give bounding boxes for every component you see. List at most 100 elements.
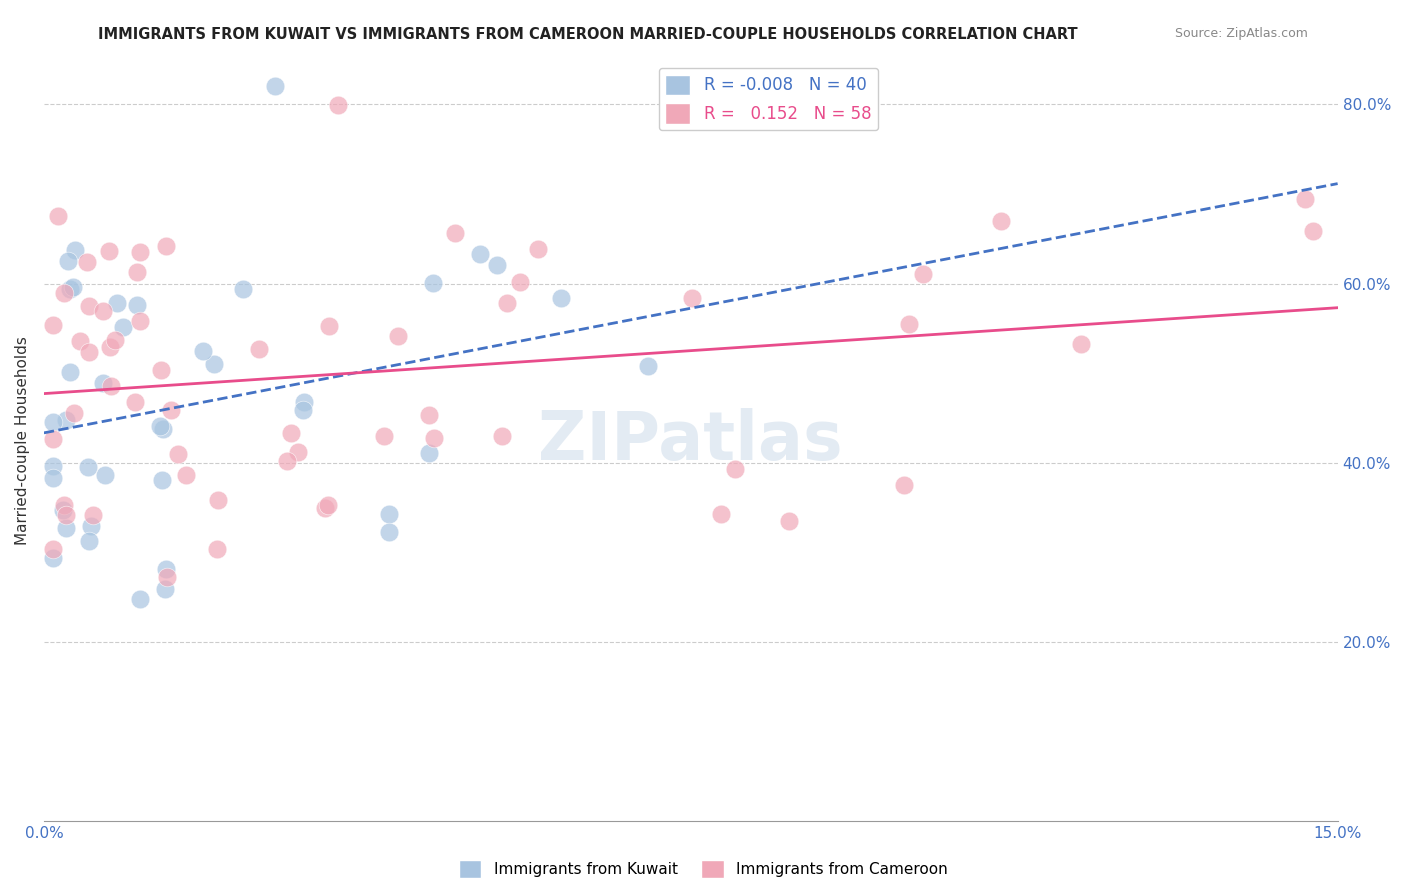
Point (205, 542, 228, 557)
Point (509, 276, 531, 290)
Text: IMMIGRANTS FROM KUWAIT VS IMMIGRANTS FROM CAMEROON MARRIED-COUPLE HOUSEHOLDS COR: IMMIGRANTS FROM KUWAIT VS IMMIGRANTS FRO… (98, 27, 1078, 42)
Point (76, 254, 98, 268)
Point (1302, 224, 1324, 238)
Point (93, 467, 115, 482)
Point (1294, 192, 1316, 206)
Point (387, 328, 409, 343)
Point (156, 570, 179, 584)
Point (318, 318, 340, 333)
Point (77, 299, 100, 313)
Point (316, 498, 339, 512)
Point (41, 541, 63, 556)
Point (422, 276, 444, 290)
Point (468, 247, 491, 261)
Point (155, 238, 177, 252)
Point (232, 282, 254, 296)
Point (378, 524, 401, 539)
Point (418, 409, 440, 423)
Point (129, 244, 152, 259)
Point (378, 507, 401, 521)
Point (207, 493, 229, 508)
Point (91, 376, 114, 390)
Point (990, 214, 1012, 228)
Point (152, 422, 174, 436)
Point (56, 254, 79, 268)
Text: Source: ZipAtlas.com: Source: ZipAtlas.com (1174, 27, 1308, 40)
Point (41, 459, 63, 474)
Point (129, 314, 152, 328)
Point (52, 503, 75, 517)
Point (55, 413, 77, 427)
Point (63, 243, 86, 257)
Point (46, 209, 69, 223)
Point (77, 460, 100, 475)
Point (637, 359, 659, 373)
Point (443, 226, 465, 240)
Point (193, 344, 215, 359)
Point (153, 582, 176, 597)
Point (526, 243, 548, 257)
Point (681, 291, 703, 305)
Point (98, 244, 121, 258)
Point (59, 365, 82, 379)
Point (55, 508, 77, 523)
Point (62, 280, 84, 294)
Point (105, 295, 128, 310)
Point (104, 333, 127, 347)
Point (127, 298, 149, 312)
Point (155, 562, 177, 576)
Point (287, 445, 309, 459)
Point (41, 415, 63, 429)
Point (80, 519, 103, 533)
Point (202, 357, 225, 371)
Point (53, 285, 76, 300)
Point (59, 282, 82, 296)
Point (55, 520, 77, 534)
Point (276, 454, 298, 468)
Point (111, 319, 134, 334)
Point (91, 303, 114, 318)
Point (98, 340, 121, 354)
Point (100, 378, 122, 392)
Point (166, 447, 188, 461)
Point (897, 317, 920, 331)
Point (291, 403, 314, 417)
Point (326, 98, 349, 112)
Point (127, 265, 149, 279)
Point (423, 431, 446, 445)
Point (496, 296, 519, 310)
Point (280, 426, 302, 441)
Point (41, 318, 63, 332)
Point (77, 534, 100, 549)
Point (418, 446, 440, 460)
Point (174, 468, 197, 483)
Point (486, 258, 509, 272)
Point (160, 403, 183, 417)
Point (911, 267, 934, 281)
Point (150, 473, 173, 487)
Point (41, 470, 63, 484)
Point (41, 551, 63, 566)
Point (264, 79, 287, 94)
Point (247, 342, 270, 356)
Point (124, 395, 146, 409)
Point (491, 428, 513, 442)
Point (149, 419, 172, 434)
Point (1070, 337, 1092, 351)
Point (150, 363, 173, 377)
Text: ZIPatlas: ZIPatlas (538, 408, 844, 474)
Point (63, 406, 86, 420)
Point (373, 429, 395, 443)
Point (69, 334, 91, 349)
Point (77, 344, 100, 359)
Point (778, 514, 800, 528)
Point (550, 291, 572, 305)
Point (41, 432, 63, 446)
Legend: Immigrants from Kuwait, Immigrants from Cameroon: Immigrants from Kuwait, Immigrants from … (453, 854, 953, 884)
Point (724, 462, 747, 476)
Point (82, 508, 104, 523)
Point (314, 501, 336, 516)
Point (129, 591, 152, 606)
Point (893, 477, 915, 491)
Point (710, 507, 733, 521)
